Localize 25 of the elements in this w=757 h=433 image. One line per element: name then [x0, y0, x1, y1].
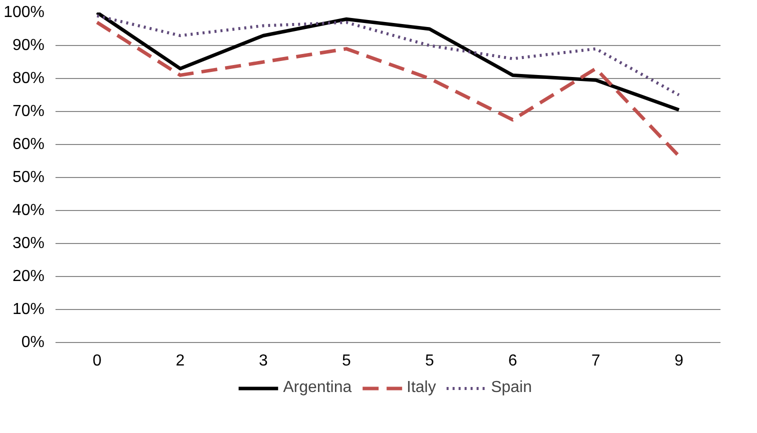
y-tick-label: 20%	[12, 268, 45, 285]
line-series	[95, 12, 681, 112]
legend-label: Argentina	[283, 379, 352, 397]
line-series	[96, 14, 680, 96]
y-tick-label: 90%	[12, 37, 45, 54]
x-tick-label: 9	[674, 352, 684, 370]
x-tick-label: 2	[176, 352, 185, 370]
line-series	[95, 20, 681, 158]
y-tick-label: 10%	[12, 301, 45, 318]
y-tick-label: 0%	[21, 334, 44, 351]
legend-label: Italy	[406, 379, 436, 397]
legend-label: Spain	[490, 379, 532, 397]
y-tick-label: 80%	[12, 70, 45, 87]
x-tick-label: 5	[425, 352, 434, 370]
x-tick-label: 6	[508, 352, 518, 370]
x-tick-label: 5	[342, 352, 351, 370]
y-tick-label: 70%	[12, 103, 45, 120]
y-tick-label: 50%	[12, 169, 45, 186]
y-tick-label: 100%	[4, 4, 44, 21]
y-tick-label: 40%	[12, 202, 45, 219]
y-tick-label: 60%	[12, 136, 45, 153]
x-tick-label: 3	[258, 352, 268, 370]
x-tick-label: 7	[591, 352, 600, 370]
y-tick-label: 30%	[12, 235, 45, 252]
x-tick-label: 0	[92, 352, 102, 370]
